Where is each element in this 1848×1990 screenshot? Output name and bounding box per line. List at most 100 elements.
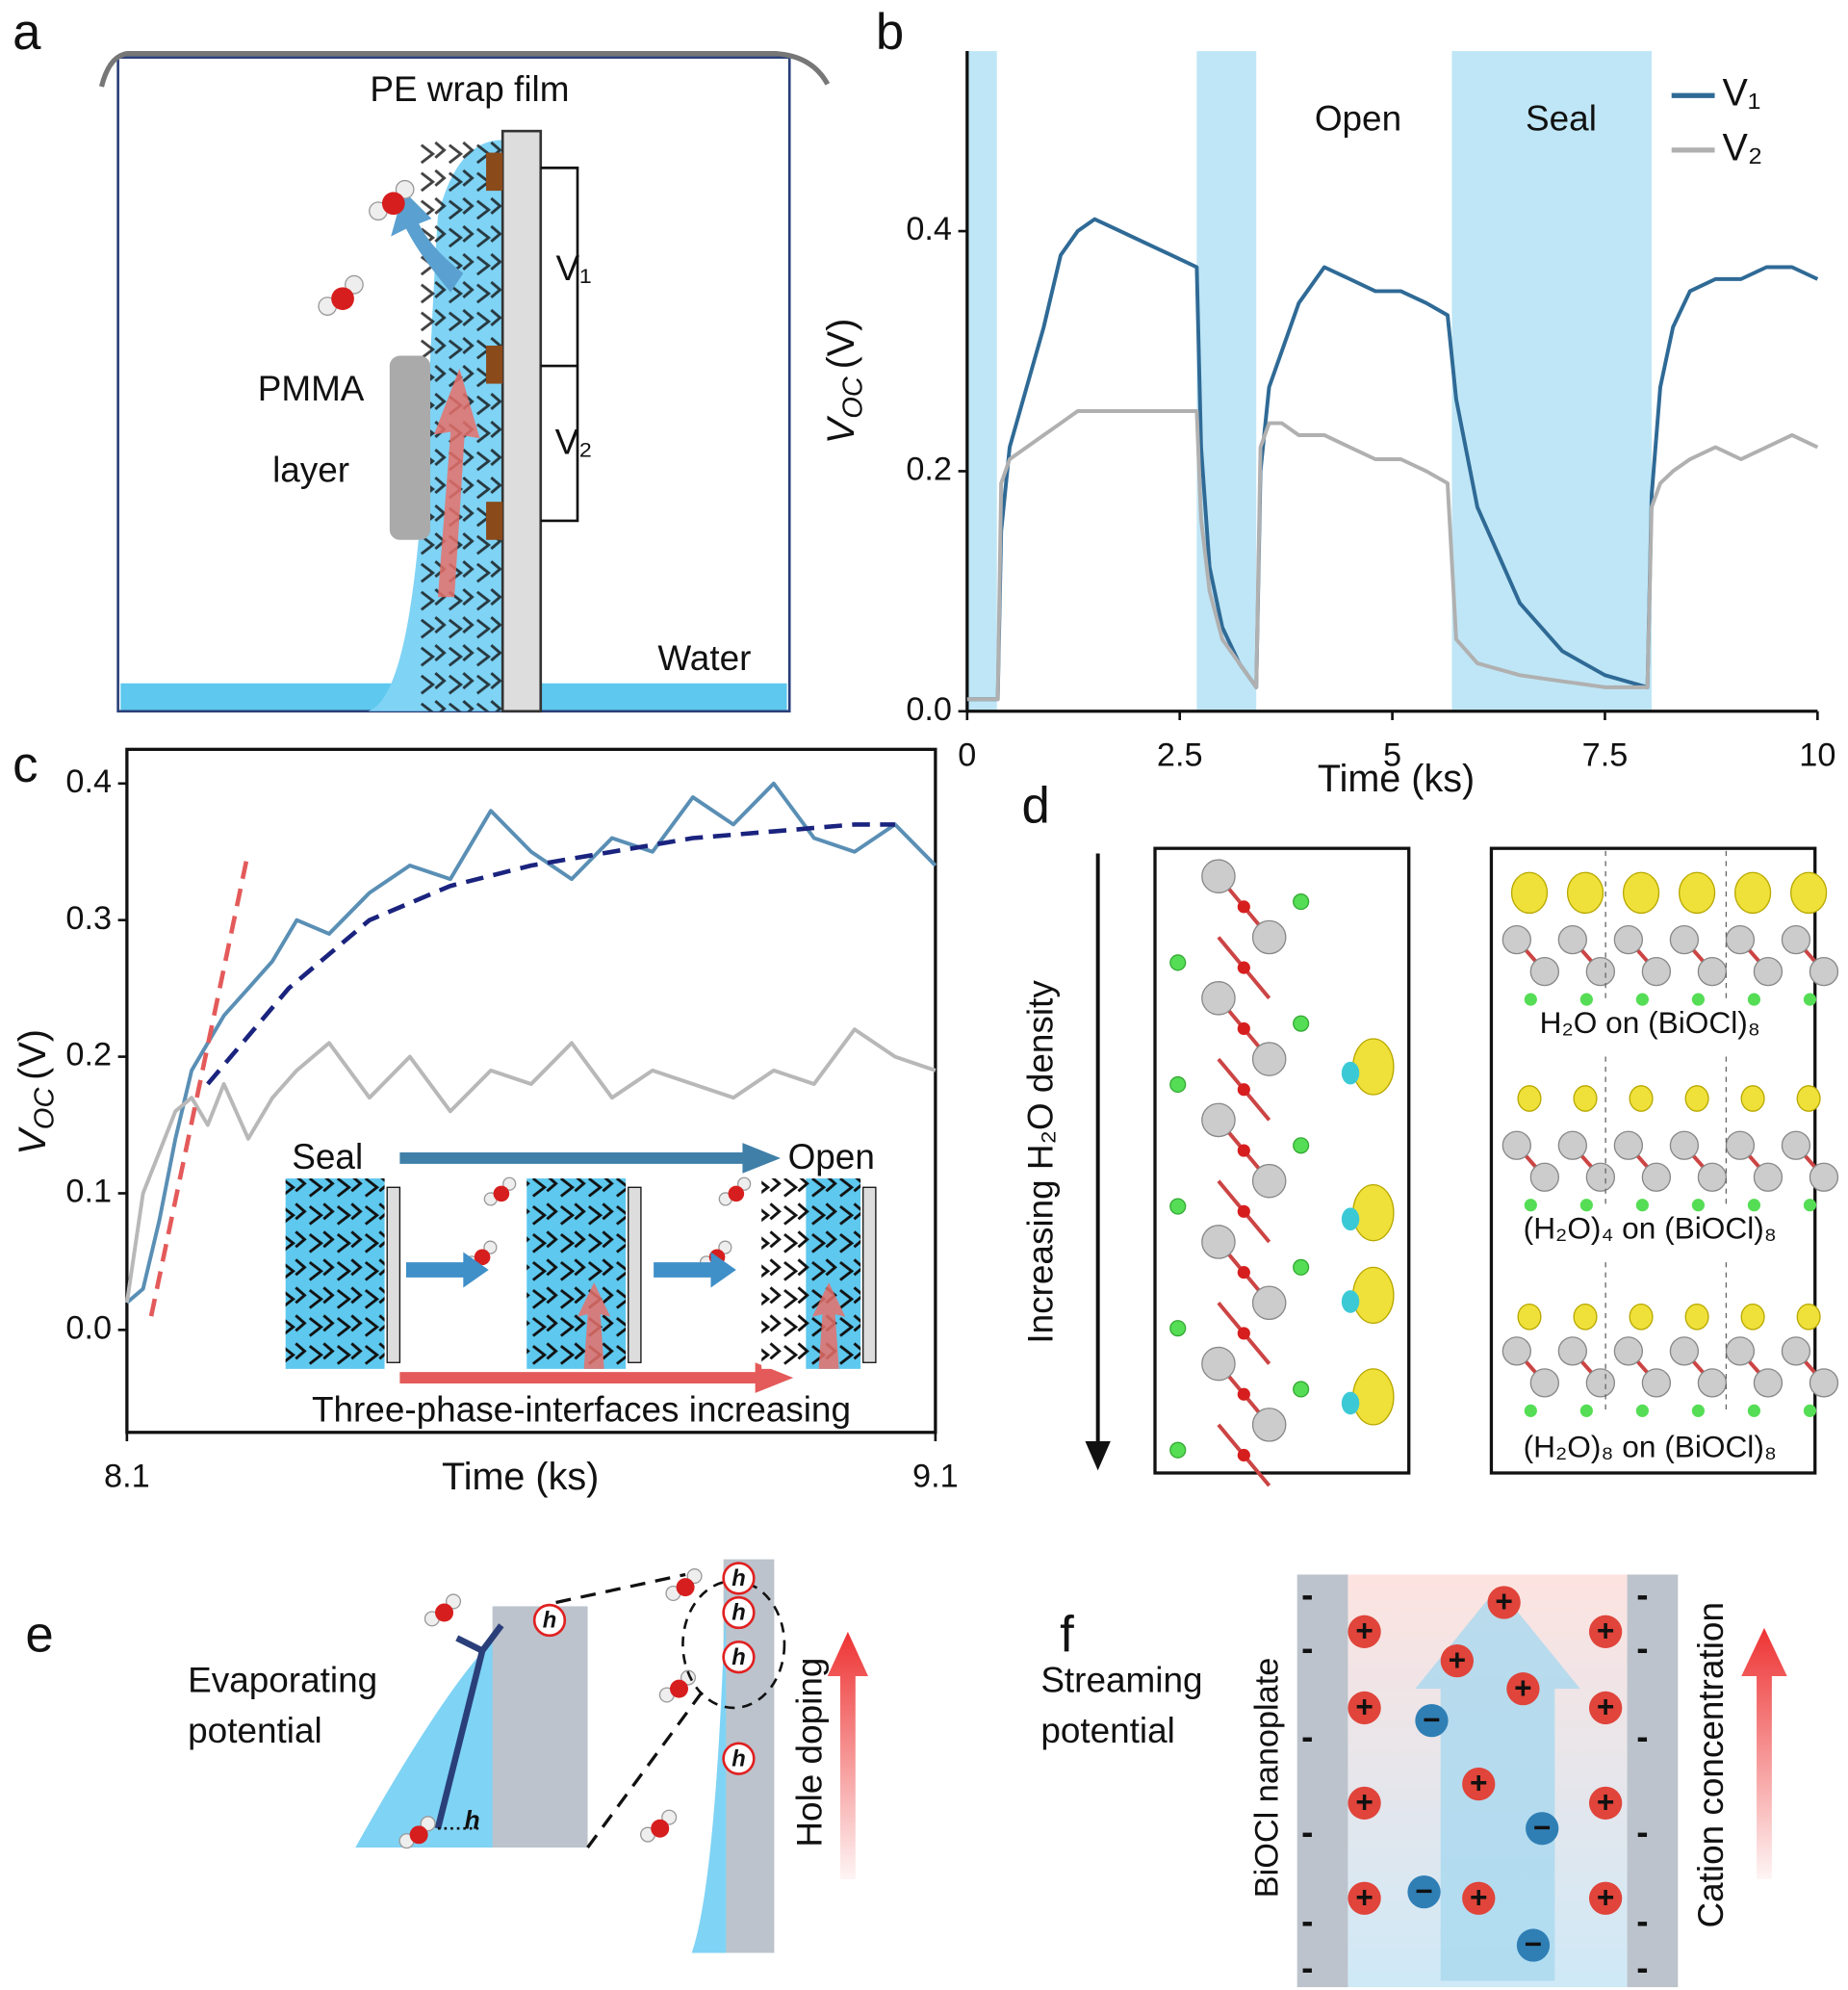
bi-atom	[1809, 1162, 1839, 1192]
cl-atom	[1169, 1075, 1187, 1094]
hydrogen	[502, 1176, 517, 1191]
y-label-unit: (V)	[12, 1029, 54, 1080]
x-tick-label: 8.1	[104, 1458, 150, 1494]
anion	[1407, 1875, 1441, 1909]
surface-charge: -	[1301, 1575, 1313, 1615]
bi-atom	[1669, 1336, 1700, 1366]
x-tick-label: 10	[1799, 737, 1835, 773]
cl-atom	[1524, 1404, 1537, 1417]
charge-lobe	[1510, 871, 1549, 915]
surface-charge: -	[1636, 1949, 1648, 1988]
bi-atom	[1251, 919, 1287, 955]
cl-atom	[1803, 1404, 1817, 1417]
cation	[1588, 1786, 1623, 1820]
bi-atom	[1809, 1368, 1839, 1398]
zoom-lines	[555, 1572, 706, 1848]
hydrogen	[445, 1593, 462, 1610]
label: layer	[272, 451, 349, 490]
bi-atom	[1753, 956, 1784, 987]
label: Increasing H₂O density	[1021, 980, 1061, 1344]
o-atom	[1237, 1387, 1250, 1401]
cation-sign: +	[1597, 1879, 1614, 1914]
y-tick-label: 0.2	[906, 451, 952, 487]
water-molecule	[718, 1176, 752, 1206]
seal-span	[1451, 51, 1653, 711]
charge-lobe	[1740, 1303, 1765, 1331]
wrap-film	[98, 51, 831, 88]
water-molecule	[398, 1816, 436, 1849]
legend-label: V₂	[1722, 126, 1762, 168]
hole	[722, 1562, 756, 1595]
bi-atom	[1809, 956, 1839, 987]
concentration-arrow	[1741, 1627, 1787, 1879]
series-line	[966, 409, 1819, 702]
y-tick-label: 0.0	[65, 1309, 112, 1346]
doping-arrow	[827, 1631, 868, 1879]
cation	[1588, 1615, 1623, 1648]
label: Hole doping	[790, 1658, 830, 1848]
panel-letter: b	[876, 4, 904, 61]
bi-atom	[1697, 1368, 1728, 1398]
o-atom	[1237, 1083, 1250, 1097]
cation	[1462, 1767, 1496, 1801]
bi-atom	[1585, 956, 1616, 987]
cl-atom	[1747, 1199, 1761, 1212]
label: BiOCl nanoplate	[1249, 1658, 1286, 1899]
label: PE wrap film	[370, 69, 569, 109]
charge-lobe	[1733, 871, 1772, 915]
x-tick-label: 2.5	[1157, 737, 1203, 773]
panel-letter: d	[1022, 777, 1050, 834]
label: potential	[188, 1711, 322, 1750]
charge-lobe	[1684, 1085, 1709, 1112]
cation-sign: +	[1597, 1613, 1614, 1647]
y-tick-label: 0.4	[65, 763, 112, 800]
hydrogen	[483, 1240, 498, 1254]
fit-line	[148, 851, 251, 1317]
inset-plate	[386, 1186, 401, 1363]
x-tick-label: 0	[958, 737, 976, 773]
fit-line	[206, 822, 895, 1086]
o-atom	[1237, 1327, 1250, 1340]
charge-lobe	[1796, 1303, 1821, 1331]
bi-atom	[1251, 1042, 1287, 1076]
bi-atom	[1725, 1130, 1756, 1160]
cation-sign: +	[1470, 1766, 1487, 1800]
cl-atom	[1691, 1404, 1705, 1417]
anion	[1526, 1812, 1559, 1846]
surface-charge: -	[1301, 1949, 1313, 1988]
hole-label: h	[464, 1806, 479, 1835]
o-atom	[1237, 1448, 1250, 1462]
cl-atom	[1169, 1320, 1187, 1337]
cation-sign: +	[1355, 1879, 1373, 1914]
hole	[722, 1742, 756, 1775]
water-molecule	[665, 1568, 703, 1602]
o-atom	[1237, 1021, 1250, 1036]
oxygen	[670, 1679, 688, 1698]
label: PMMA	[258, 369, 365, 408]
anion	[1415, 1703, 1449, 1738]
surface-charge: -	[1301, 1813, 1313, 1852]
inset-flow	[811, 1282, 846, 1369]
cation-sign: +	[1514, 1670, 1531, 1705]
y-label-symbol: V	[820, 415, 862, 444]
bi-atom	[1251, 1163, 1287, 1199]
bi-atom	[1641, 956, 1672, 987]
y-label-subscript: OC	[837, 375, 868, 419]
bi-atom	[1781, 1130, 1811, 1160]
cation	[1440, 1644, 1474, 1678]
cl-atom	[1293, 1258, 1310, 1276]
cl-atom	[1524, 1199, 1537, 1212]
plate	[500, 129, 543, 713]
hydrogen	[686, 1568, 703, 1585]
water-film	[691, 1574, 727, 1953]
flow-arrow	[433, 368, 480, 598]
cation-sign: +	[1597, 1690, 1614, 1724]
hydrogen	[718, 1240, 732, 1254]
charge-lobe	[1341, 1290, 1360, 1313]
electrode	[486, 502, 503, 540]
structure-label: (H₂O)₈ on (BiOCl)₈	[1524, 1429, 1777, 1463]
cl-atom	[1293, 1381, 1310, 1398]
bi-atom	[1613, 1130, 1644, 1160]
cation-sign: +	[1355, 1613, 1373, 1647]
